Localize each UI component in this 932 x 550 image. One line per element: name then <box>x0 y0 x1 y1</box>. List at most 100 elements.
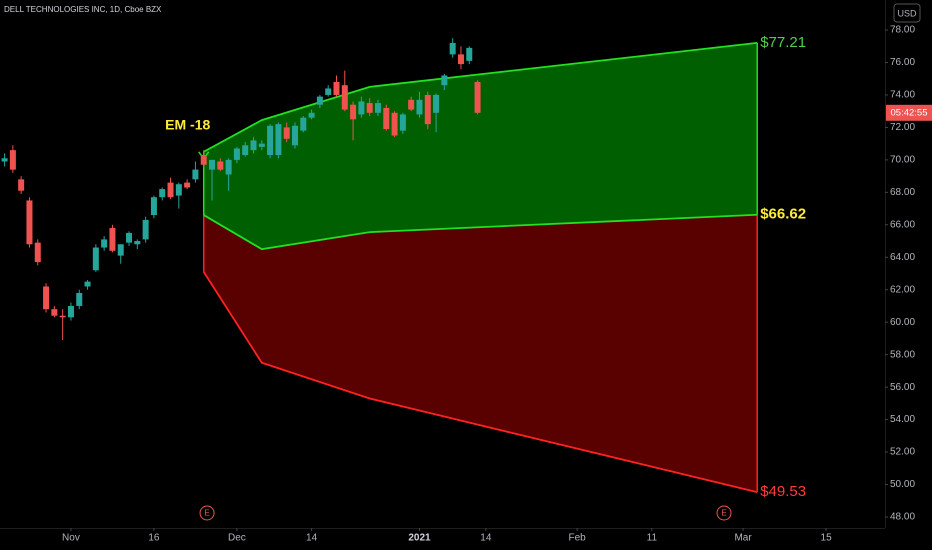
candle-body <box>225 159 232 175</box>
upper-fill <box>203 42 758 250</box>
candles <box>1 38 481 341</box>
candle-body <box>18 179 25 191</box>
band-label: $77.21 <box>760 34 806 51</box>
earnings-marker <box>199 505 215 521</box>
candle-body <box>59 315 66 318</box>
x-tick-label: Mar <box>734 533 752 544</box>
candle-body <box>399 114 406 131</box>
candle-body <box>167 182 174 198</box>
candle-body <box>184 182 191 188</box>
band-line <box>202 271 758 494</box>
candle-body <box>441 75 448 86</box>
candle-body <box>374 103 381 113</box>
candle-body <box>67 305 74 318</box>
candle-body <box>416 99 423 115</box>
candle-body <box>333 81 340 95</box>
y-tick-label: 78.00 <box>890 25 915 36</box>
candle-body <box>350 104 357 120</box>
candle-body <box>366 103 373 113</box>
candle-body <box>433 94 440 113</box>
candle-body <box>358 101 365 115</box>
candle-body <box>76 292 83 306</box>
candle-body <box>175 184 182 196</box>
candle-body <box>308 112 315 118</box>
x-tick-label: 16 <box>148 533 160 544</box>
y-tick-label: 60.00 <box>890 317 915 328</box>
candle-body <box>325 88 332 95</box>
candle-body <box>43 286 50 310</box>
candle-body <box>457 54 464 65</box>
x-tick-label: Feb <box>569 533 587 544</box>
candle-body <box>283 127 290 139</box>
earnings-label: E <box>204 509 209 518</box>
candle-body <box>267 125 274 156</box>
candle-body <box>150 197 157 216</box>
y-tick-label: 70.00 <box>890 155 915 166</box>
x-tick-label: 15 <box>821 533 833 544</box>
y-tick-label: 48.00 <box>890 512 915 523</box>
candle-body <box>192 169 199 180</box>
chart-title: DELL TECHNOLOGIES INC, 1D, Cboe BZX <box>4 5 162 14</box>
candle-body <box>449 43 456 55</box>
candle-body <box>34 242 41 263</box>
candle-body <box>117 244 124 256</box>
x-tick-label: Nov <box>62 533 80 544</box>
candle-body <box>424 94 431 125</box>
candle-body <box>92 247 99 271</box>
y-tick-label: 58.00 <box>890 349 915 360</box>
x-tick-label: 2021 <box>408 533 431 544</box>
x-tick-label: 11 <box>647 533 658 544</box>
candle-body <box>9 150 16 170</box>
candle-body <box>109 228 116 251</box>
candle-body <box>341 85 348 110</box>
candle-body <box>233 148 240 160</box>
earnings-label: E <box>721 509 726 518</box>
band-label: $49.53 <box>760 483 806 500</box>
candle-body <box>26 200 33 245</box>
candle-body <box>474 81 481 113</box>
earnings-marker <box>716 505 732 521</box>
candle-body <box>466 47 473 61</box>
candle-body <box>101 239 108 248</box>
y-tick-label: 62.00 <box>890 284 915 295</box>
y-tick-label: 68.00 <box>890 187 915 198</box>
y-tick-label: 74.00 <box>890 90 915 101</box>
candle-body <box>209 159 216 170</box>
candle-body <box>383 107 390 130</box>
candle-body <box>142 219 149 240</box>
currency[interactable]: USD <box>897 8 917 18</box>
band-label: $66.62 <box>760 206 806 223</box>
candle-body <box>84 281 91 287</box>
candle-body <box>217 161 224 170</box>
y-tick-label: 66.00 <box>890 219 915 230</box>
x-tick-label: 14 <box>306 533 318 544</box>
candle-body <box>391 112 398 136</box>
candle-body <box>300 117 307 131</box>
candle-body <box>242 145 249 156</box>
x-tick-label: Dec <box>228 533 246 544</box>
y-tick-label: 54.00 <box>890 414 915 425</box>
y-tick-label: 52.00 <box>890 447 915 458</box>
candle-body <box>1 158 8 162</box>
y-tick-label: 50.00 <box>890 479 915 490</box>
lower-fill <box>203 214 758 493</box>
candle-body <box>250 140 257 151</box>
band-line <box>203 41 758 153</box>
candle-body <box>258 143 265 147</box>
candle-body <box>316 96 323 105</box>
currency-box[interactable] <box>893 3 921 23</box>
countdown: 05:42:55 <box>891 107 928 118</box>
y-tick-label: 64.00 <box>890 252 915 263</box>
y-tick-label: 76.00 <box>890 57 915 68</box>
y-tick-label: 72.00 <box>890 122 915 133</box>
candle-body <box>126 232 133 243</box>
candle-body <box>292 125 298 146</box>
candle-body <box>134 241 141 245</box>
candle-body <box>51 309 58 316</box>
candle-body <box>408 99 415 110</box>
candle-body <box>200 155 207 165</box>
candle-body <box>159 189 166 198</box>
x-tick-label: 14 <box>480 533 492 544</box>
last-price-tag <box>886 104 932 121</box>
